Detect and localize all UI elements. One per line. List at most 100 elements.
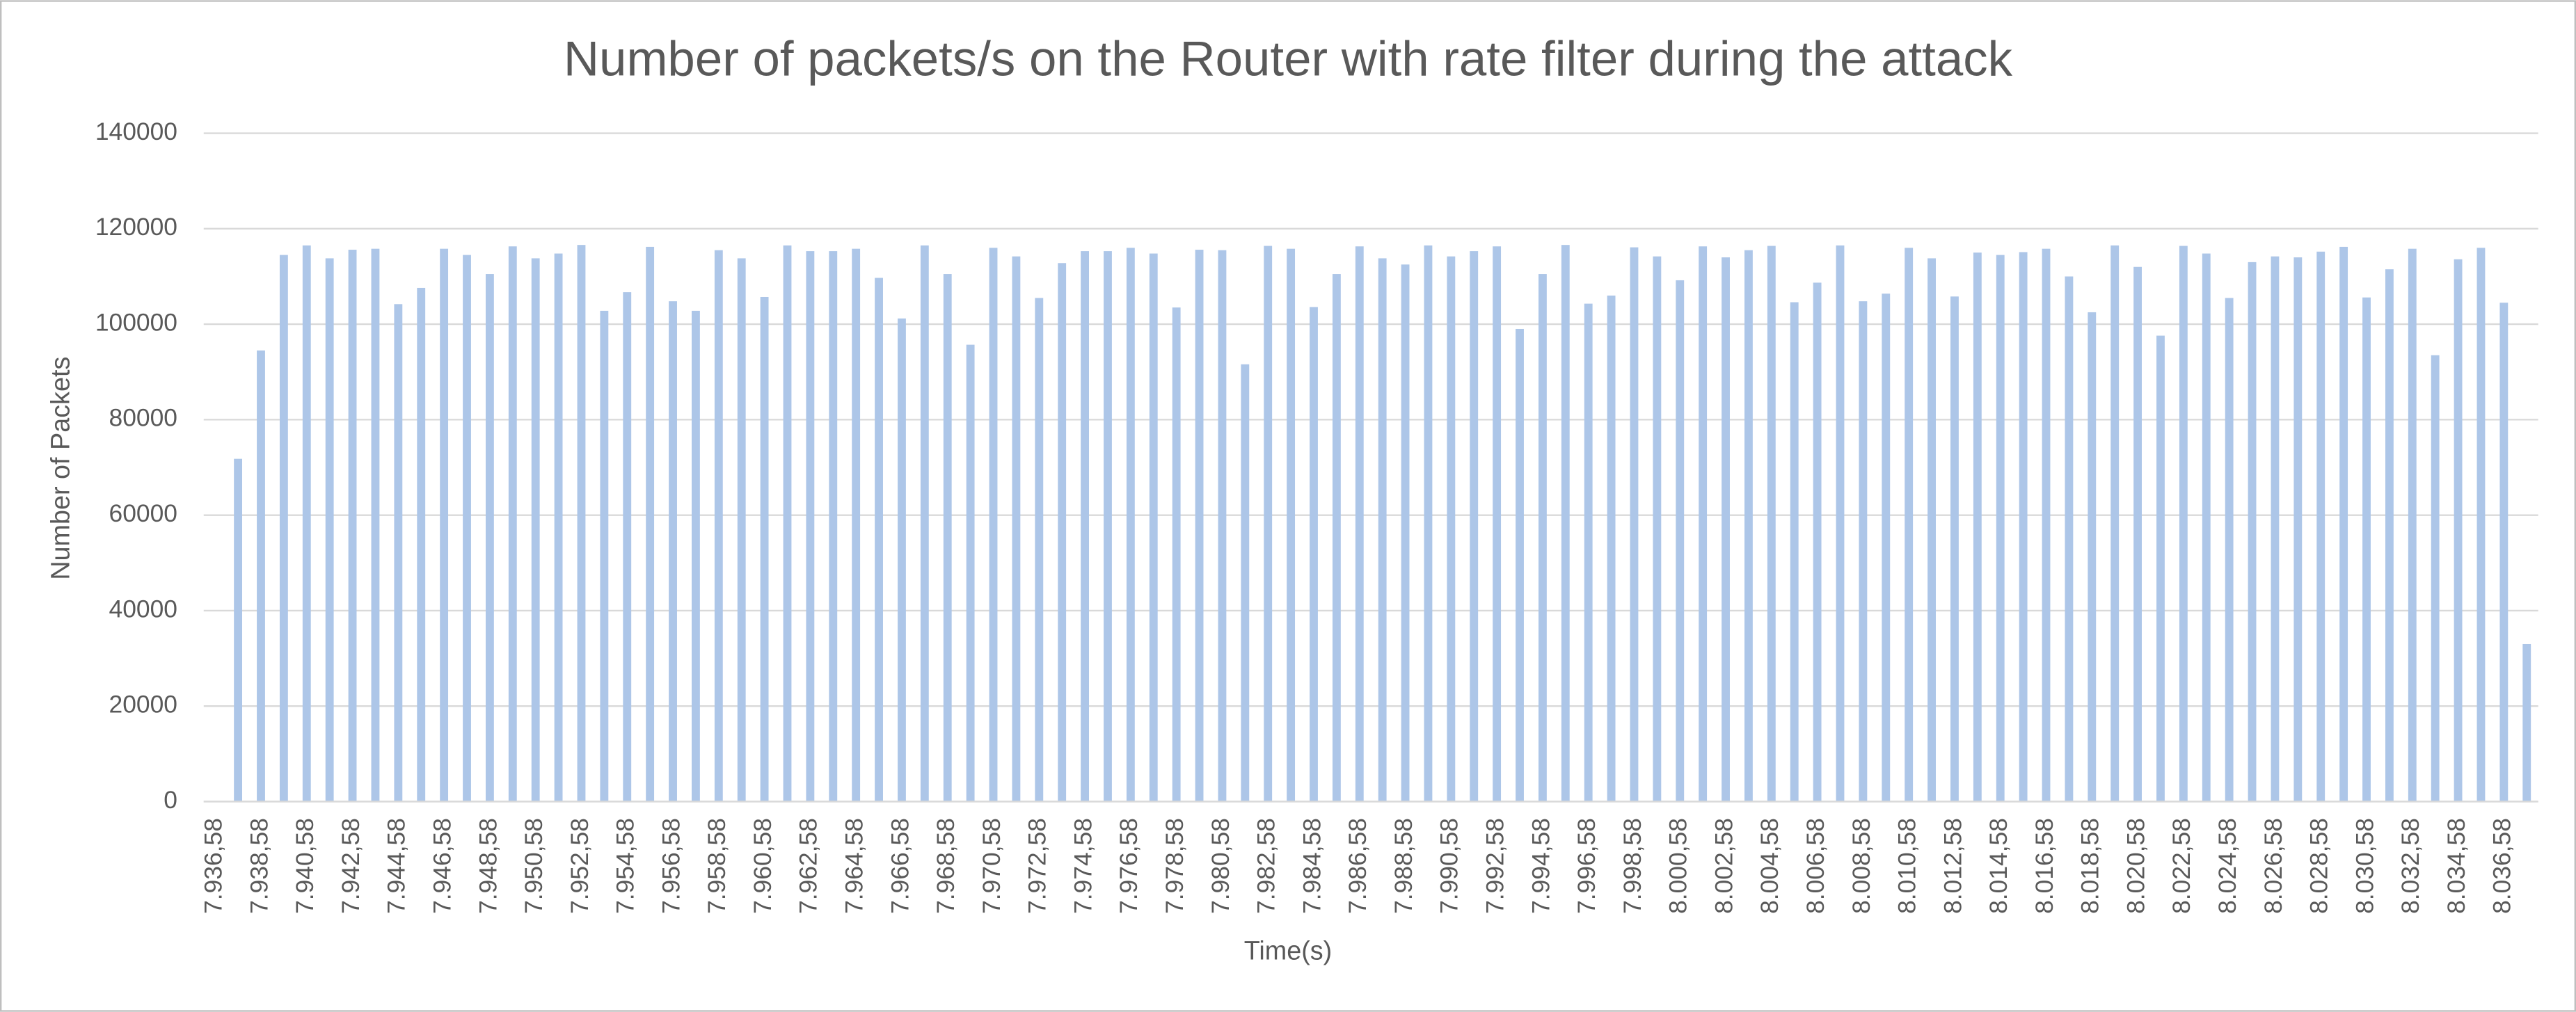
bar: [1676, 280, 1685, 802]
x-tick-label: 7.964,58: [841, 818, 868, 914]
bar: [2339, 246, 2348, 802]
bar: [2408, 248, 2417, 802]
bar: [943, 274, 952, 802]
bar: [2110, 245, 2120, 802]
bar: [1950, 296, 1959, 802]
chart-title: Number of packets/s on the Router with r…: [564, 32, 2013, 87]
bar: [1470, 251, 1479, 802]
x-tick-label: 8.030,58: [2351, 818, 2378, 914]
x-tick-label: 7.952,58: [566, 818, 594, 914]
bar: [1927, 258, 1936, 802]
bar: [898, 318, 906, 802]
x-tick-label: 7.992,58: [1481, 818, 1509, 914]
x-tick-label: 7.988,58: [1390, 818, 1417, 914]
x-tick-label: 7.958,58: [703, 818, 731, 914]
bar: [692, 310, 700, 802]
bar: [2522, 643, 2531, 802]
bar: [1287, 248, 1296, 802]
x-tick-label: 8.016,58: [2030, 818, 2058, 914]
bar: [2293, 257, 2303, 802]
bar: [2248, 262, 2257, 802]
y-tick-label: 80000: [109, 404, 177, 432]
bar: [1493, 246, 1502, 802]
bar: [760, 296, 769, 802]
bar: [2088, 312, 2097, 802]
bar: [1561, 245, 1570, 802]
bar: [1104, 251, 1112, 802]
bar: [1218, 250, 1227, 802]
bar: [1424, 245, 1433, 802]
x-tick-label: 8.036,58: [2488, 818, 2516, 914]
x-tick-label: 7.950,58: [520, 818, 548, 914]
bar: [1882, 294, 1891, 802]
x-tick-label: 7.974,58: [1069, 818, 1097, 914]
bar: [1905, 248, 1914, 802]
bar: [1401, 264, 1410, 802]
bar: [1630, 247, 1639, 802]
bar: [2271, 256, 2280, 802]
x-tick-label: 7.966,58: [886, 818, 914, 914]
bar: [325, 258, 334, 802]
bar: [234, 458, 243, 802]
bar: [257, 350, 265, 802]
bar: [417, 287, 426, 802]
x-tick-label: 7.978,58: [1161, 818, 1188, 914]
x-axis-label: Time(s): [1244, 937, 1333, 966]
bar: [2362, 297, 2371, 802]
x-tick-label: 8.022,58: [2168, 818, 2195, 914]
bar: [2042, 248, 2051, 802]
y-tick-label: 0: [164, 786, 177, 814]
bar: [531, 258, 540, 802]
bar: [1081, 251, 1090, 802]
bar: [1584, 303, 1593, 802]
x-tick-label: 8.010,58: [1893, 818, 1921, 914]
bar: [669, 301, 677, 802]
x-tick-label: 7.968,58: [932, 818, 960, 914]
bar: [1859, 301, 1868, 802]
x-tick-label: 7.972,58: [1024, 818, 1051, 914]
bar: [1058, 263, 1067, 802]
bar: [394, 304, 403, 802]
bar: [989, 248, 998, 802]
bar: [2454, 259, 2463, 802]
x-tick-label: 8.000,58: [1664, 818, 1692, 914]
bar: [1699, 246, 1708, 802]
bar: [485, 274, 494, 802]
y-tick-label: 20000: [109, 691, 177, 718]
x-tick-label: 7.994,58: [1527, 818, 1555, 914]
bar: [1996, 255, 2005, 802]
bar: [829, 251, 838, 802]
bar: [1813, 282, 1822, 802]
x-tick-label: 7.948,58: [474, 818, 502, 914]
x-tick-label: 8.014,58: [1985, 818, 2012, 914]
x-tick-label: 7.940,58: [291, 818, 319, 914]
bar: [1310, 307, 1318, 802]
x-tick-label: 8.020,58: [2122, 818, 2149, 914]
bar: [1767, 246, 1776, 802]
bar: [2316, 251, 2325, 802]
bar: [348, 250, 357, 802]
y-tick-label: 100000: [95, 308, 177, 336]
x-tick-label: 7.984,58: [1298, 818, 1326, 914]
bar: [1264, 246, 1273, 802]
bar: [852, 248, 861, 802]
x-tick-label: 8.034,58: [2442, 818, 2470, 914]
bar: [875, 278, 883, 802]
bar: [646, 246, 655, 802]
bar: [302, 245, 311, 802]
x-tick-label: 8.012,58: [1939, 818, 1966, 914]
x-tick-label: 8.024,58: [2213, 818, 2241, 914]
bar: [508, 246, 517, 802]
bar: [600, 310, 609, 802]
x-tick-label: 7.954,58: [612, 818, 639, 914]
x-tick-label: 8.002,58: [1710, 818, 1738, 914]
x-tick-label: 7.990,58: [1436, 818, 1463, 914]
bar: [806, 251, 815, 802]
x-tick-label: 8.008,58: [1847, 818, 1875, 914]
bar: [966, 344, 975, 802]
bar: [1607, 295, 1616, 802]
bar: [1836, 245, 1845, 802]
bar: [1012, 256, 1021, 802]
